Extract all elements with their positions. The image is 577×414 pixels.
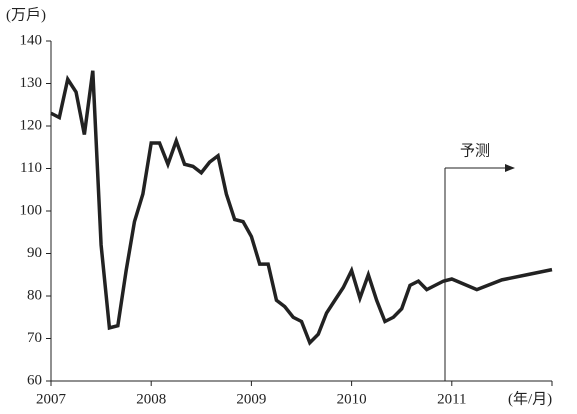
x-tick-label: 2008 <box>136 391 166 407</box>
x-tick-label: 2007 <box>36 391 67 407</box>
y-tick-label: 130 <box>20 75 43 91</box>
y-tick-label: 90 <box>27 245 42 261</box>
x-axis-label: (年/月) <box>508 390 552 407</box>
y-tick-label: 120 <box>20 117 43 133</box>
y-tick-label: 100 <box>20 202 43 218</box>
x-tick-label: 2011 <box>437 391 466 407</box>
annotation: 予测 <box>460 142 490 159</box>
x-tick-label: 2010 <box>337 391 367 407</box>
y-axis-label: (万戶) <box>6 6 46 23</box>
y-tick-label: 60 <box>27 372 42 388</box>
y-tick-label: 140 <box>20 32 43 48</box>
y-tick-label: 80 <box>27 287 42 303</box>
y-tick-label: 110 <box>20 160 42 176</box>
x-tick-label: 2009 <box>236 391 266 407</box>
data-line <box>50 70 553 346</box>
y-tick-label: 70 <box>27 330 42 346</box>
